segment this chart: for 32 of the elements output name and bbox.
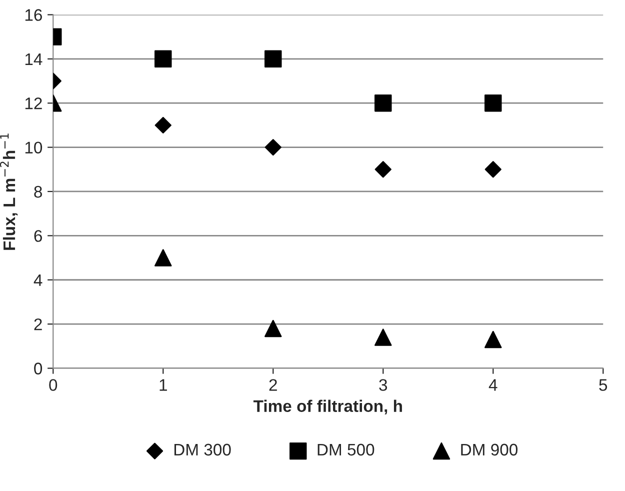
x-tick-label: 5 (599, 379, 608, 391)
point (154, 116, 172, 134)
point (374, 328, 392, 346)
y-tick-label: 4 (34, 274, 42, 286)
point (154, 50, 172, 68)
point (374, 94, 392, 112)
x-tick-label: 2 (269, 379, 277, 391)
y-axis-title: Flux, L m$^{−2}$h$^{−1}$ (0, 134, 18, 250)
point (374, 161, 392, 178)
y-tick-label: 14 (25, 53, 42, 65)
x-tick-label: 4 (488, 379, 498, 391)
y-tick-label: 16 (25, 9, 42, 21)
y-tick-label: 10 (25, 142, 42, 154)
point (264, 320, 282, 338)
y-tick-label: 2 (34, 318, 42, 330)
legend-label: DM 500 (318, 444, 374, 456)
legend-label: DM 900 (461, 444, 518, 456)
legend-label: DM 300 (174, 444, 231, 456)
x-tick-label: 1 (160, 379, 167, 391)
x-axis-title: Time of filtration, h (253, 400, 402, 414)
point (484, 330, 502, 348)
x-tick-label: 3 (379, 379, 388, 391)
point (264, 139, 282, 156)
point (154, 249, 172, 266)
y-tick-label: 6 (34, 230, 42, 242)
point (264, 50, 282, 68)
point (484, 161, 502, 178)
y-tick-label: 12 (25, 98, 42, 110)
y-tick-label: 8 (34, 186, 42, 198)
x-tick-label: 0 (49, 379, 58, 391)
point (484, 94, 502, 112)
y-tick-label: 0 (34, 362, 42, 374)
